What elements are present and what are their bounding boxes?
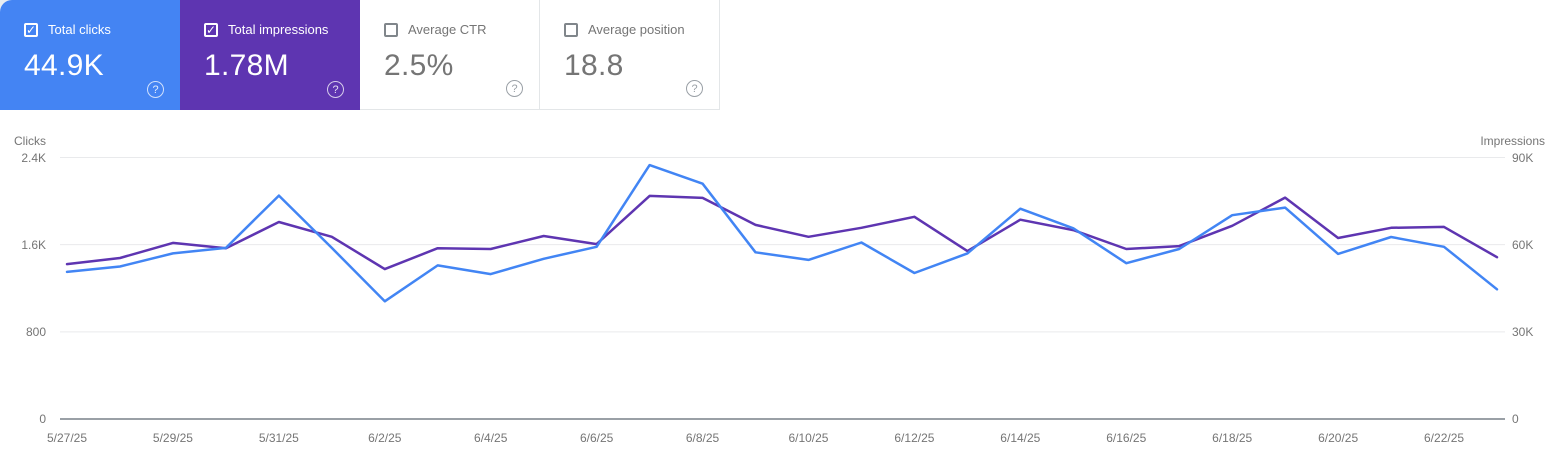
- x-axis-date-label: 6/10/25: [788, 431, 829, 445]
- card-label: Total impressions: [228, 22, 329, 37]
- x-axis-date-label: 5/29/25: [152, 431, 193, 445]
- x-axis-date-label: 6/12/25: [894, 431, 935, 445]
- help-icon[interactable]: ?: [327, 81, 344, 98]
- x-axis-date-label: 6/18/25: [1212, 431, 1253, 445]
- card-total-impressions[interactable]: ✓ Total impressions 1.78M ?: [180, 0, 360, 110]
- help-icon[interactable]: ?: [686, 80, 703, 97]
- x-axis-date-label: 6/14/25: [1000, 431, 1041, 445]
- card-label: Average CTR: [408, 22, 487, 37]
- help-icon[interactable]: ?: [147, 81, 164, 98]
- total-clicks-value: 44.9K: [24, 49, 104, 82]
- right-axis-tick: 90K: [1512, 150, 1534, 165]
- performance-line-chart: Clicks Impressions 2.4K 90K 1.6K 60K 800 30K 0…: [0, 110, 1557, 471]
- right-axis-tick: 0: [1512, 412, 1519, 426]
- x-axis-date-label: 6/22/25: [1424, 431, 1465, 445]
- average-ctr-value: 2.5%: [384, 49, 454, 82]
- x-axis-date-label: 6/20/25: [1318, 431, 1359, 445]
- left-axis-tick: 0: [39, 412, 46, 426]
- x-axis-date-label: 6/2/25: [368, 431, 402, 445]
- right-axis-title: Impressions: [1480, 134, 1545, 148]
- help-icon[interactable]: ?: [506, 80, 523, 97]
- card-average-position[interactable]: Average position 18.8 ?: [540, 0, 720, 110]
- chart-canvas: [60, 157, 1505, 420]
- x-axis-date-label: 6/8/25: [685, 431, 720, 445]
- card-label: Total clicks: [48, 22, 111, 37]
- left-axis-tick: 1.6K: [21, 237, 46, 252]
- x-axis-date-label: 6/4/25: [474, 431, 508, 445]
- total-clicks-checkbox[interactable]: ✓: [24, 22, 38, 37]
- total-impressions-value: 1.78M: [204, 49, 289, 82]
- average-position-value: 18.8: [564, 49, 624, 82]
- x-axis-date-label: 6/6/25: [579, 431, 614, 445]
- x-axis-date-label: 5/27/25: [46, 431, 88, 445]
- card-label: Average position: [588, 22, 685, 37]
- average-position-checkbox[interactable]: [564, 22, 578, 37]
- left-axis-tick: 2.4K: [21, 150, 46, 165]
- x-axis-date-label: 5/31/25: [258, 431, 299, 445]
- left-axis-title: Clicks: [14, 134, 46, 148]
- metric-cards-row: ✓ Total clicks 44.9K ? ✓ Total impressio…: [0, 0, 1557, 110]
- clicks-series-line: [65, 163, 1499, 303]
- right-axis-tick: 60K: [1512, 237, 1534, 252]
- total-impressions-checkbox[interactable]: ✓: [204, 22, 218, 37]
- x-axis-date-label: 6/16/25: [1106, 431, 1147, 445]
- average-ctr-checkbox[interactable]: [384, 22, 398, 37]
- card-average-ctr[interactable]: Average CTR 2.5% ?: [360, 0, 540, 110]
- right-axis-tick: 30K: [1512, 324, 1534, 339]
- card-total-clicks[interactable]: ✓ Total clicks 44.9K ?: [0, 0, 180, 110]
- left-axis-tick: 800: [25, 324, 46, 339]
